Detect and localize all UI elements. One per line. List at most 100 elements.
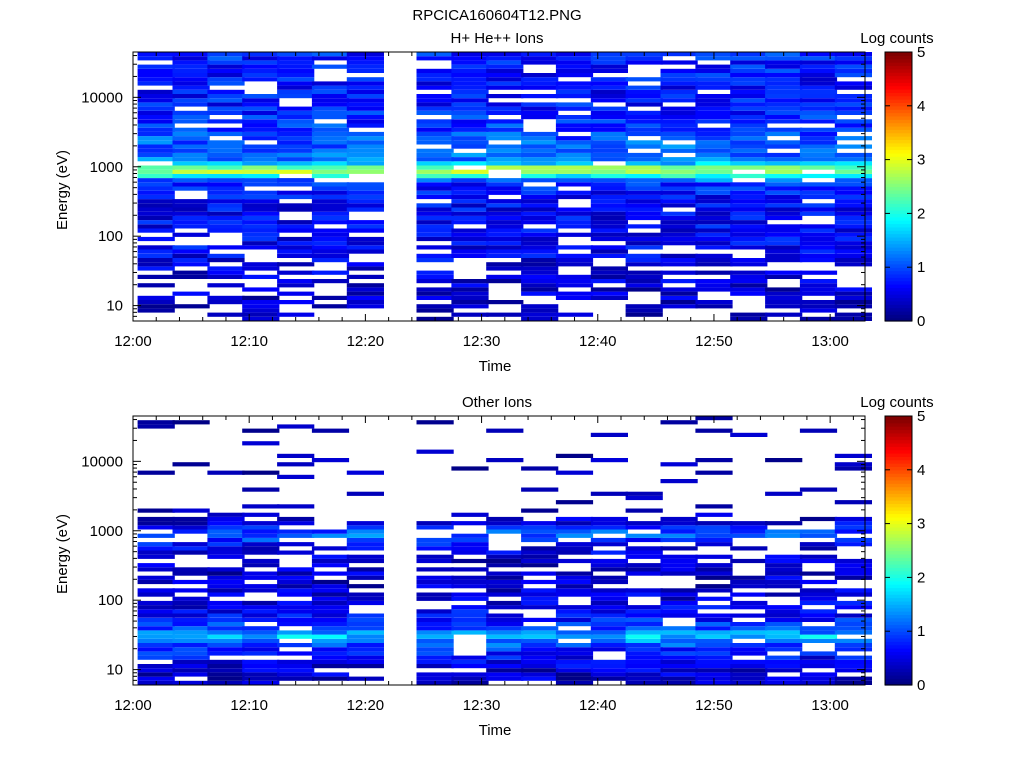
heatmap-cell (416, 537, 454, 543)
heatmap-cell (695, 521, 733, 526)
heatmap-cell (137, 236, 175, 242)
colorbar-segment (885, 58, 912, 63)
heatmap-cell (834, 186, 872, 191)
heatmap-cell (590, 169, 628, 174)
heatmap-cell (660, 558, 698, 564)
heatmap-cell (207, 588, 245, 593)
heatmap-cell (555, 211, 594, 216)
heatmap-cell (137, 525, 175, 530)
heatmap-cell (242, 106, 280, 111)
heatmap-cell (834, 94, 872, 99)
heatmap-cell (207, 102, 245, 107)
heatmap-cell (730, 236, 768, 242)
heatmap-cell (137, 546, 175, 551)
heatmap-cell (277, 672, 315, 677)
heatmap-cell (242, 659, 280, 664)
heatmap-cell (625, 56, 663, 61)
heatmap-cell (555, 106, 594, 111)
heatmap-cell (521, 626, 559, 631)
heatmap-cell (834, 295, 872, 300)
heatmap-cell (172, 232, 210, 237)
heatmap-cell (590, 228, 628, 233)
heatmap-cell (590, 194, 628, 200)
heatmap-cell (765, 609, 803, 614)
colorbar-segment (885, 614, 912, 619)
heatmap-cell (590, 245, 628, 250)
heatmap-cell (695, 643, 733, 648)
heatmap-cell (625, 491, 663, 496)
heatmap-cell (555, 232, 594, 237)
heatmap-cell (172, 215, 210, 221)
heatmap-cell (486, 144, 524, 149)
heatmap-cell (172, 258, 210, 263)
heatmap-cell (730, 613, 768, 618)
heatmap-cell (416, 190, 454, 195)
heatmap-cell (660, 571, 698, 576)
colorbar-tick-label: 5 (917, 44, 925, 61)
heatmap-cell (799, 136, 838, 141)
heatmap-cell (834, 655, 872, 660)
heatmap-cell (730, 56, 768, 61)
heatmap-cell (765, 89, 803, 94)
heatmap-cell (172, 613, 210, 618)
heatmap-cell (416, 224, 454, 229)
heatmap-cell (730, 668, 768, 673)
heatmap-cell (416, 295, 454, 300)
heatmap-cell (172, 140, 210, 145)
heatmap-cell (799, 592, 838, 597)
heatmap-cell (242, 190, 280, 195)
heatmap-cell (311, 638, 350, 643)
plot-frame (132, 415, 866, 686)
heatmap-cell (625, 232, 663, 237)
heatmap-cell (137, 554, 175, 559)
heatmap-cell (660, 592, 698, 597)
heatmap-cell (799, 676, 838, 681)
heatmap-cell (834, 85, 872, 90)
heatmap-cell (486, 592, 524, 597)
heatmap-cell (590, 77, 628, 82)
heatmap-cell (311, 152, 350, 158)
heatmap-cell (730, 52, 768, 57)
heatmap-cell (451, 655, 489, 660)
heatmap-cell (486, 651, 524, 656)
heatmap-cell (834, 249, 872, 254)
heatmap-cell (555, 178, 594, 183)
heatmap-cell (590, 458, 628, 463)
heatmap-cell (590, 110, 628, 115)
heatmap-cell (451, 659, 489, 664)
heatmap-cell (137, 664, 175, 669)
heatmap-cell (590, 592, 628, 597)
colorbar-segment (885, 125, 912, 130)
heatmap-cell (486, 152, 524, 158)
heatmap-cell (311, 651, 350, 656)
figure-title: RPCICA160604T12.PNG (412, 7, 581, 24)
heatmap-cell (346, 638, 384, 643)
heatmap-cell (590, 647, 628, 652)
heatmap-cell (765, 592, 803, 597)
heatmap-cell (625, 613, 663, 618)
heatmap-cell (730, 119, 768, 124)
heatmap-cell (521, 558, 559, 564)
heatmap-cell (311, 123, 350, 128)
heatmap-cell (695, 224, 733, 229)
heatmap-cell (137, 647, 175, 652)
heatmap-cell (695, 554, 733, 559)
colorbar-segment (885, 668, 912, 673)
heatmap-cell (730, 140, 768, 145)
heatmap-cell (625, 617, 663, 622)
heatmap-cell (765, 119, 803, 124)
heatmap-cell (172, 274, 210, 279)
heatmap-cell (555, 262, 594, 267)
heatmap-cell (346, 199, 384, 204)
heatmap-cell (172, 173, 210, 179)
colorbar-segment (885, 644, 912, 649)
heatmap-cell (207, 207, 245, 212)
heatmap-cell (695, 110, 733, 115)
heatmap-cell (486, 165, 524, 170)
heatmap-cell (416, 672, 454, 677)
colorbar-segment (885, 600, 912, 605)
heatmap-cell (695, 157, 733, 162)
heatmap-cell (834, 190, 872, 195)
heatmap-cell (207, 224, 245, 229)
colorbar-segment (885, 654, 912, 659)
